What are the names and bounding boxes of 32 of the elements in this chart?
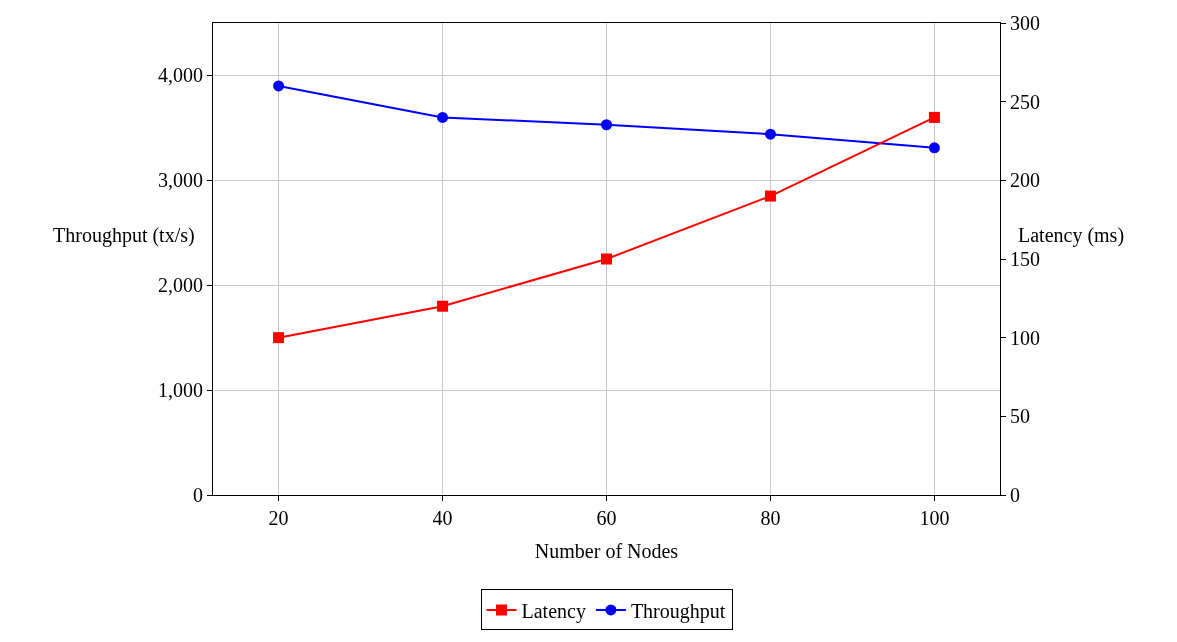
y2-tick-label: 100 xyxy=(1010,326,1040,349)
y2-axis-title: Latency (ms) xyxy=(1018,224,1125,247)
point xyxy=(437,300,449,312)
y2-tick-label: 50 xyxy=(1010,405,1030,428)
y-tick-label: 2,000 xyxy=(158,274,203,297)
point xyxy=(273,332,285,344)
legend-label: Latency xyxy=(521,599,586,623)
y2-tick-label: 200 xyxy=(1010,169,1040,192)
y-tick-label: 4,000 xyxy=(158,64,203,87)
x-tick-label: 80 xyxy=(760,507,781,529)
point xyxy=(764,128,776,140)
y2-tick-label: 250 xyxy=(1010,90,1040,113)
x-tick-label: 20 xyxy=(268,507,289,529)
point xyxy=(601,119,612,131)
y-tick-label: 0 xyxy=(193,484,203,506)
point xyxy=(764,190,776,202)
x-tick-label: 40 xyxy=(432,507,453,529)
point xyxy=(601,253,612,265)
x-axis-title: Number of Nodes xyxy=(534,539,679,562)
y2-tick-label: 0 xyxy=(1010,484,1020,506)
x-tick-label: 100 xyxy=(919,507,950,529)
legend-label: Throughput xyxy=(630,599,726,623)
point xyxy=(273,80,285,92)
y-tick-label: 1,000 xyxy=(158,379,203,402)
x-tick-label: 60 xyxy=(596,507,617,529)
y-axis-title: Throughput (tx/s) xyxy=(53,224,195,247)
y-tick-label: 3,000 xyxy=(158,169,203,192)
point xyxy=(928,142,940,154)
y2-tick-label: 150 xyxy=(1010,248,1040,270)
y2-tick-label: 300 xyxy=(1010,12,1040,34)
point xyxy=(928,111,940,123)
point xyxy=(437,111,449,123)
